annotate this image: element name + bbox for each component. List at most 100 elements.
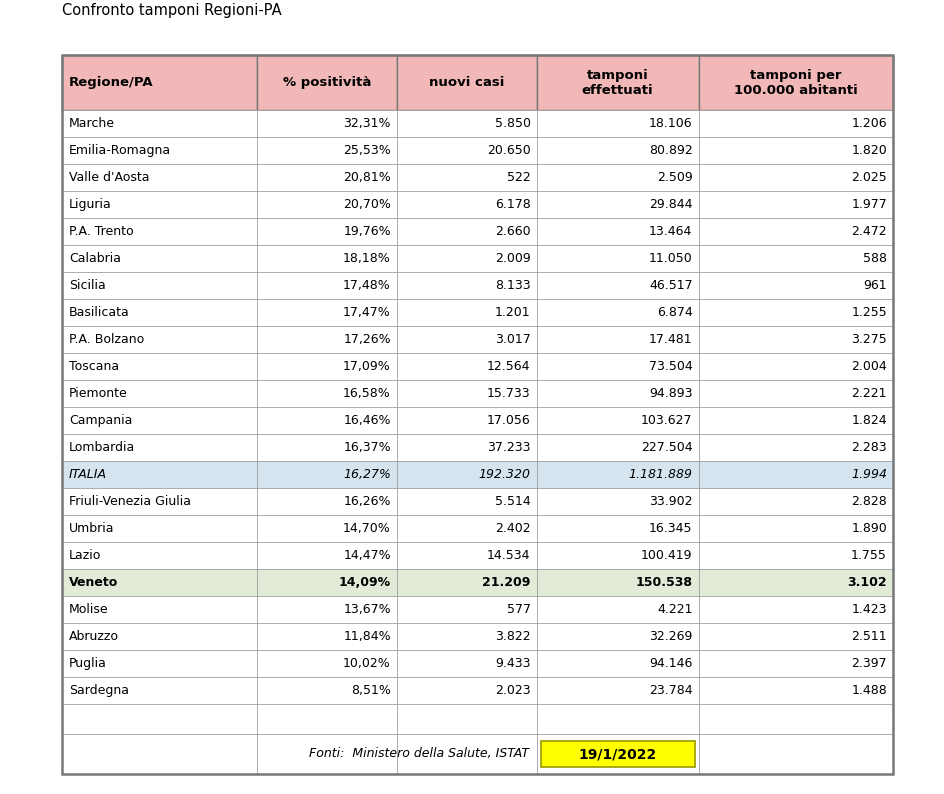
- Text: P.A. Bolzano: P.A. Bolzano: [69, 333, 144, 346]
- Bar: [699, 191, 893, 218]
- Bar: [258, 461, 396, 488]
- Bar: [536, 55, 699, 110]
- Bar: [396, 623, 536, 650]
- Bar: [62, 218, 258, 245]
- Text: 20,81%: 20,81%: [343, 171, 391, 184]
- Text: 5.850: 5.850: [495, 117, 531, 130]
- Text: Valle d'Aosta: Valle d'Aosta: [69, 171, 149, 184]
- Text: 2.511: 2.511: [851, 630, 887, 643]
- Text: 18,18%: 18,18%: [343, 252, 391, 265]
- Bar: [536, 542, 699, 569]
- Bar: [699, 299, 893, 326]
- Bar: [536, 110, 699, 137]
- Text: tamponi
effettuati: tamponi effettuati: [582, 68, 653, 97]
- Bar: [396, 218, 536, 245]
- Bar: [62, 245, 258, 272]
- Bar: [699, 542, 893, 569]
- Text: 2.025: 2.025: [851, 171, 887, 184]
- Text: 14,70%: 14,70%: [343, 522, 391, 535]
- Bar: [258, 245, 396, 272]
- Bar: [258, 299, 396, 326]
- Text: 522: 522: [507, 171, 531, 184]
- Text: 3.275: 3.275: [851, 333, 887, 346]
- Bar: [536, 734, 699, 774]
- Bar: [396, 164, 536, 191]
- Text: 4.221: 4.221: [657, 603, 693, 616]
- Text: 14.534: 14.534: [487, 549, 531, 562]
- Text: 73.504: 73.504: [649, 360, 693, 373]
- Text: 33.902: 33.902: [649, 495, 693, 508]
- Bar: [536, 326, 699, 353]
- Bar: [258, 218, 396, 245]
- Text: Confronto tamponi Regioni-PA: Confronto tamponi Regioni-PA: [62, 3, 281, 18]
- Bar: [396, 734, 536, 774]
- Bar: [536, 488, 699, 515]
- Bar: [536, 515, 699, 542]
- Text: 19/1/2022: 19/1/2022: [579, 747, 657, 761]
- Bar: [536, 137, 699, 164]
- Bar: [62, 272, 258, 299]
- Bar: [62, 191, 258, 218]
- Bar: [699, 596, 893, 623]
- Text: 2.660: 2.660: [495, 225, 531, 238]
- Bar: [536, 569, 699, 596]
- Text: 13.464: 13.464: [649, 225, 693, 238]
- Text: 1.488: 1.488: [851, 684, 887, 697]
- Bar: [699, 407, 893, 434]
- Bar: [62, 461, 258, 488]
- Bar: [258, 515, 396, 542]
- Bar: [699, 488, 893, 515]
- Bar: [62, 110, 258, 137]
- Bar: [396, 596, 536, 623]
- Bar: [258, 569, 396, 596]
- Text: 17,48%: 17,48%: [343, 279, 391, 292]
- Text: 2.004: 2.004: [851, 360, 887, 373]
- Text: 94.893: 94.893: [649, 387, 693, 400]
- Bar: [396, 55, 536, 110]
- Text: 15.733: 15.733: [487, 387, 531, 400]
- Bar: [258, 110, 396, 137]
- Bar: [62, 299, 258, 326]
- Text: 588: 588: [863, 252, 887, 265]
- Bar: [699, 677, 893, 704]
- Text: 2.509: 2.509: [657, 171, 693, 184]
- Text: 5.514: 5.514: [495, 495, 531, 508]
- Bar: [396, 515, 536, 542]
- Text: 3.017: 3.017: [495, 333, 531, 346]
- Bar: [396, 191, 536, 218]
- Bar: [536, 191, 699, 218]
- Bar: [396, 407, 536, 434]
- Bar: [699, 515, 893, 542]
- Text: 11,84%: 11,84%: [344, 630, 391, 643]
- Text: 3.102: 3.102: [848, 576, 887, 589]
- Text: 29.844: 29.844: [649, 198, 693, 211]
- Bar: [396, 569, 536, 596]
- Bar: [536, 407, 699, 434]
- Bar: [541, 742, 695, 767]
- Bar: [62, 596, 258, 623]
- Bar: [62, 55, 258, 110]
- Bar: [536, 218, 699, 245]
- Bar: [62, 677, 258, 704]
- Text: tamponi per
100.000 abitanti: tamponi per 100.000 abitanti: [733, 68, 858, 97]
- Bar: [699, 272, 893, 299]
- Text: 32.269: 32.269: [649, 630, 693, 643]
- Bar: [258, 623, 396, 650]
- Text: Basilicata: Basilicata: [69, 306, 129, 319]
- Text: 2.402: 2.402: [495, 522, 531, 535]
- Bar: [62, 542, 258, 569]
- Bar: [62, 55, 893, 774]
- Bar: [62, 623, 258, 650]
- Text: 227.504: 227.504: [641, 441, 693, 454]
- Bar: [536, 596, 699, 623]
- Bar: [699, 326, 893, 353]
- Text: 32,31%: 32,31%: [344, 117, 391, 130]
- Text: 961: 961: [864, 279, 887, 292]
- Text: 16,58%: 16,58%: [343, 387, 391, 400]
- Bar: [699, 137, 893, 164]
- Bar: [258, 380, 396, 407]
- Text: 14,47%: 14,47%: [344, 549, 391, 562]
- Bar: [536, 704, 699, 734]
- Bar: [258, 542, 396, 569]
- Text: Toscana: Toscana: [69, 360, 119, 373]
